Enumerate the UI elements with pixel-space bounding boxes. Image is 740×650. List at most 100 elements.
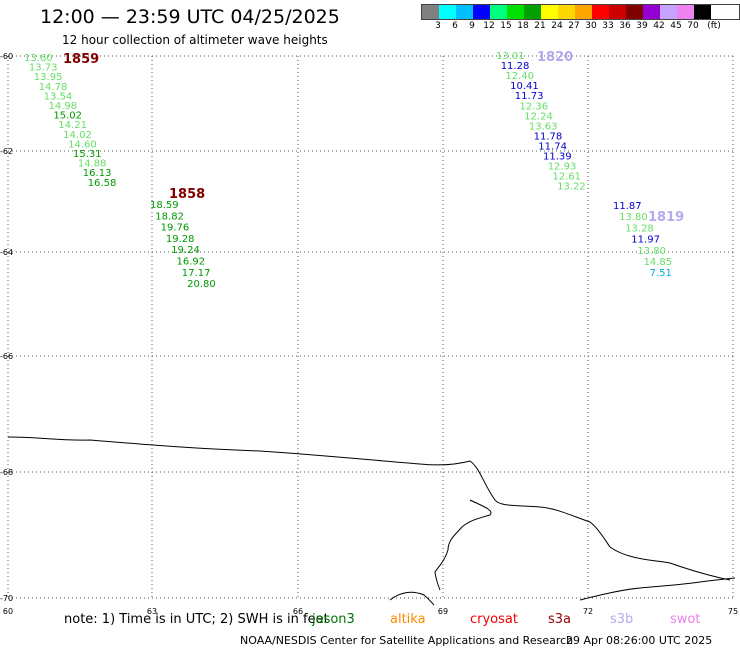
wave-height-value: 11.73 xyxy=(515,91,544,102)
wave-height-value: 13.73 xyxy=(29,63,58,74)
legend-swatch xyxy=(643,5,660,19)
legend-swatch xyxy=(541,5,558,19)
chart-title: 12:00 — 23:59 UTC 04/25/2025 xyxy=(40,6,340,28)
wave-height-value: 17.17 xyxy=(182,268,211,279)
legend-label: 30 xyxy=(585,21,597,31)
wave-height-value: 18.82 xyxy=(155,211,184,222)
latitude-tick-label: -64 xyxy=(0,248,13,257)
wave-height-value: 14.21 xyxy=(58,120,87,131)
wave-height-value: 11.87 xyxy=(613,201,642,212)
longitude-tick-label: 63 xyxy=(147,607,157,616)
lat-lon-grid xyxy=(7,55,734,599)
legend-unit: (ft) xyxy=(707,21,721,31)
legend-swatch xyxy=(490,5,507,19)
mission-s3a: s3a xyxy=(548,612,572,627)
wave-height-value: 13.80 xyxy=(637,246,666,257)
legend-swatch xyxy=(473,5,490,19)
legend-label: 36 xyxy=(619,21,631,31)
antarctic-coastline xyxy=(7,436,731,581)
wave-height-value: 13.63 xyxy=(529,121,558,132)
wave-height-value: 13.95 xyxy=(34,72,63,83)
legend-color-bar xyxy=(421,4,740,20)
mission-cryosat: cryosat xyxy=(470,612,518,627)
pass-time-label: 1858 xyxy=(169,187,205,202)
legend-label: 18 xyxy=(517,21,529,31)
legend-swatch xyxy=(694,5,711,19)
wave-height-value: 12.36 xyxy=(520,101,549,112)
wave-height-value: 15.02 xyxy=(53,111,82,122)
axis-labels: -60 -62 -64 -66 -68 -70 60 63 66 69 72 75 xyxy=(0,52,738,616)
pass-time-label: 1819 xyxy=(648,210,684,225)
wave-height-value: 11.74 xyxy=(538,141,567,152)
mission-altika: altika xyxy=(390,612,426,627)
wave-height-value: 12.24 xyxy=(524,111,553,122)
legend-swatch xyxy=(677,5,694,19)
longitude-tick-label: 75 xyxy=(728,607,738,616)
legend-swatch xyxy=(609,5,626,19)
wave-height-value: 11.78 xyxy=(534,131,563,142)
wave-height-value: 18.59 xyxy=(150,200,179,211)
legend-swatch xyxy=(558,5,575,19)
legend-label: 15 xyxy=(500,21,512,31)
legend-label: 6 xyxy=(452,21,458,31)
legend-swatch xyxy=(456,5,473,19)
wave-height-value: 19.24 xyxy=(171,245,200,256)
wave-height-value: 20.80 xyxy=(187,279,216,290)
wave-height-value: 12.93 xyxy=(548,162,577,173)
wave-height-value: 13.80 xyxy=(619,212,648,223)
wave-height-value: 19.76 xyxy=(161,223,190,234)
altimeter-tracks: 13.6013.7313.9514.7813.5414.9815.0214.21… xyxy=(24,50,684,290)
wave-height-value: 14.88 xyxy=(78,159,107,170)
footer-note: note: 1) Time is in UTC; 2) SWH is in fe… xyxy=(64,612,329,627)
longitude-tick-label: 69 xyxy=(438,607,448,616)
wave-height-legend: 3 6 9 12 15 18 21 24 27 30 33 36 39 42 45 70 (ft) xyxy=(421,4,740,34)
wave-height-value: 13.01 xyxy=(496,51,525,62)
wave-height-value: 15.31 xyxy=(73,149,102,160)
legend-swatch xyxy=(439,5,456,19)
wave-height-value: 11.97 xyxy=(631,235,660,246)
legend-label: 70 xyxy=(687,21,699,31)
legend-swatch xyxy=(422,5,439,19)
pass-time-label: 1820 xyxy=(537,50,573,65)
latitude-tick-label: -60 xyxy=(0,52,13,61)
coastline-south xyxy=(389,591,435,606)
wave-height-value: 12.61 xyxy=(552,172,581,183)
legend-label: 39 xyxy=(636,21,648,31)
legend-label: 27 xyxy=(568,21,580,31)
coastline-east xyxy=(579,577,736,601)
wave-height-value: 16.58 xyxy=(88,178,117,189)
longitude-tick-label: 60 xyxy=(3,607,13,616)
mission-jason3: jason3 xyxy=(312,612,355,627)
credit-text: NOAA/NESDIS Center for Satellite Applica… xyxy=(240,634,574,647)
wave-height-value: 13.54 xyxy=(44,91,73,102)
legend-label: 21 xyxy=(534,21,546,31)
latitude-tick-label: -68 xyxy=(0,468,13,477)
latitude-tick-label: -62 xyxy=(0,147,13,156)
legend-swatch xyxy=(660,5,677,19)
wave-height-value: 19.28 xyxy=(166,234,195,245)
chart-subtitle: 12 hour collection of altimeter wave hei… xyxy=(62,33,328,47)
wave-height-value: 14.02 xyxy=(63,130,92,141)
legend-label: 3 xyxy=(435,21,441,31)
latitude-tick-label: -66 xyxy=(0,352,13,361)
wave-height-value: 14.60 xyxy=(68,139,97,150)
wave-height-value: 12.40 xyxy=(505,71,534,82)
mission-s3b: s3b xyxy=(610,612,634,627)
legend-swatch xyxy=(524,5,541,19)
wave-height-value: 16.13 xyxy=(83,168,112,179)
pass-time-label: 1859 xyxy=(63,52,99,67)
wave-height-value: 11.39 xyxy=(543,152,572,163)
wave-height-value: 10.41 xyxy=(510,81,539,92)
wave-height-value: 14.85 xyxy=(644,257,673,268)
longitude-tick-label: 72 xyxy=(583,607,593,616)
legend-label: 9 xyxy=(469,21,475,31)
legend-label: 45 xyxy=(670,21,682,31)
wave-height-value: 13.60 xyxy=(24,53,53,64)
wave-height-value: 11.28 xyxy=(501,61,530,72)
legend-swatch xyxy=(592,5,609,19)
wave-height-value: 13.22 xyxy=(557,182,586,193)
legend-labels: 3 6 9 12 15 18 21 24 27 30 33 36 39 42 45 70 (ft) xyxy=(421,20,740,34)
legend-swatch xyxy=(626,5,643,19)
legend-label: 33 xyxy=(602,21,614,31)
